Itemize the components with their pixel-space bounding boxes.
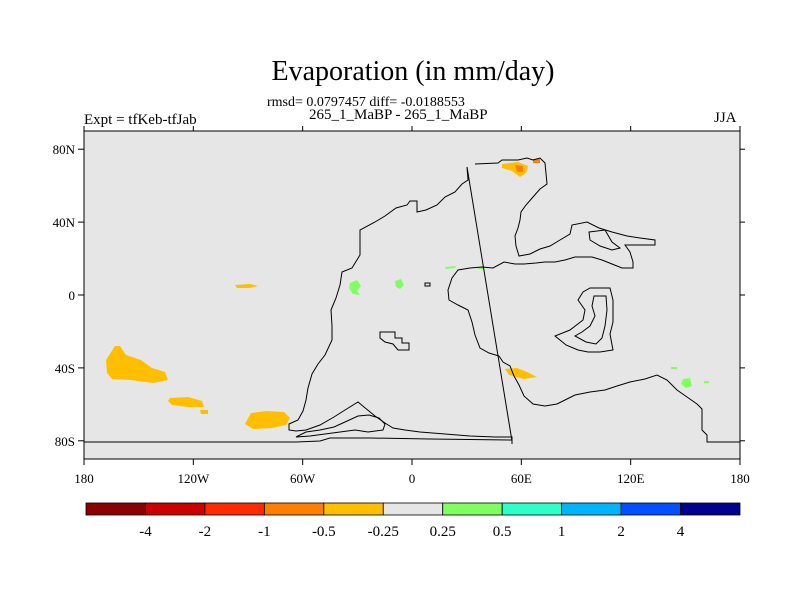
colorbar-box	[620, 502, 681, 516]
map-background	[84, 131, 740, 459]
colorbar-box	[85, 502, 146, 516]
colorbar-label: -0.5	[312, 524, 336, 540]
patch-south-pacific-large	[106, 346, 168, 383]
patch-pacific-green-1	[681, 378, 692, 388]
patch-south-pacific-mid	[168, 397, 204, 407]
colorbar-box	[145, 502, 206, 516]
coastline-east-ridge	[588, 229, 622, 251]
coastline-india-island	[554, 287, 614, 353]
colorbar-box	[323, 502, 384, 516]
lon-tick-label: 60W	[290, 471, 316, 486]
colorbar-box	[204, 502, 265, 516]
colorbar-box	[263, 502, 325, 516]
lat-tick-label: 40N	[53, 215, 76, 230]
season-label: JJA	[714, 110, 737, 126]
lon-tick-label: 0	[409, 471, 416, 486]
patch-pacific-green-3	[704, 381, 709, 383]
lon-tick-label: 120W	[177, 471, 210, 486]
lat-tick-label: 80S	[55, 434, 75, 449]
experiment-label: Expt = tfKeb-tfJab	[84, 112, 197, 128]
patch-south-pacific-dot	[200, 410, 208, 414]
colorbar-box	[442, 502, 503, 516]
patch-indian-green-1	[445, 266, 456, 269]
lon-tick-label: 120E	[617, 471, 645, 486]
colorbar-label: 4	[677, 524, 685, 540]
colorbar-label: -2	[199, 524, 212, 540]
colorbar-label: 2	[617, 524, 625, 540]
colorbar-label: -0.25	[368, 524, 399, 540]
colorbar-label: 0.25	[430, 524, 456, 540]
coastline-antarctic-line	[84, 437, 513, 444]
colorbar-label: -1	[258, 524, 271, 540]
colorbar-label: -4	[139, 524, 152, 540]
lon-tick-label: 180	[730, 471, 750, 486]
coastline-inner-lake	[379, 331, 410, 351]
lat-tick-label: 80N	[53, 142, 76, 157]
colorbar-box	[561, 502, 622, 516]
patch-atlantic-green-2	[395, 279, 404, 289]
patch-arctic-red	[515, 165, 523, 172]
colorbar: -4 -2 -1 -0.5 -0.25 0.25 0.5 1 2 4	[85, 502, 741, 540]
patch-atlantic-green-1	[349, 280, 361, 295]
figure-title: Evaporation (in mm/day)	[271, 56, 555, 87]
colorbar-box	[680, 502, 741, 516]
patch-indian-south	[505, 368, 537, 379]
lat-tick-label: 0	[69, 288, 76, 303]
stats-line: rmsd= 0.0797457 diff= -0.0188553	[267, 95, 465, 110]
coastline-south-fragment	[295, 414, 386, 438]
anomaly-patches	[106, 159, 709, 429]
longitude-axis: 180 120W 60W 0 60E 120E 180	[74, 126, 750, 486]
latitude-axis: 80N 40N 0 40S 80S	[53, 142, 745, 449]
coastlines	[84, 157, 741, 444]
patch-pacific-green-2	[671, 367, 677, 369]
colorbar-label: 0.5	[493, 524, 512, 540]
lat-tick-label: 40S	[55, 361, 75, 376]
lon-tick-label: 60E	[511, 471, 532, 486]
subtitle: 265_1_MaBP - 265_1_MaBP	[309, 107, 488, 123]
patch-east-pacific-eq	[235, 284, 258, 288]
coastline-island-spot	[424, 282, 431, 287]
lon-tick-label: 180	[74, 471, 94, 486]
patch-arctic-orange	[502, 162, 528, 177]
patch-south-pacific-east	[245, 411, 290, 429]
colorbar-box	[382, 502, 444, 516]
colorbar-label: 1	[558, 524, 566, 540]
colorbar-box	[501, 502, 563, 516]
